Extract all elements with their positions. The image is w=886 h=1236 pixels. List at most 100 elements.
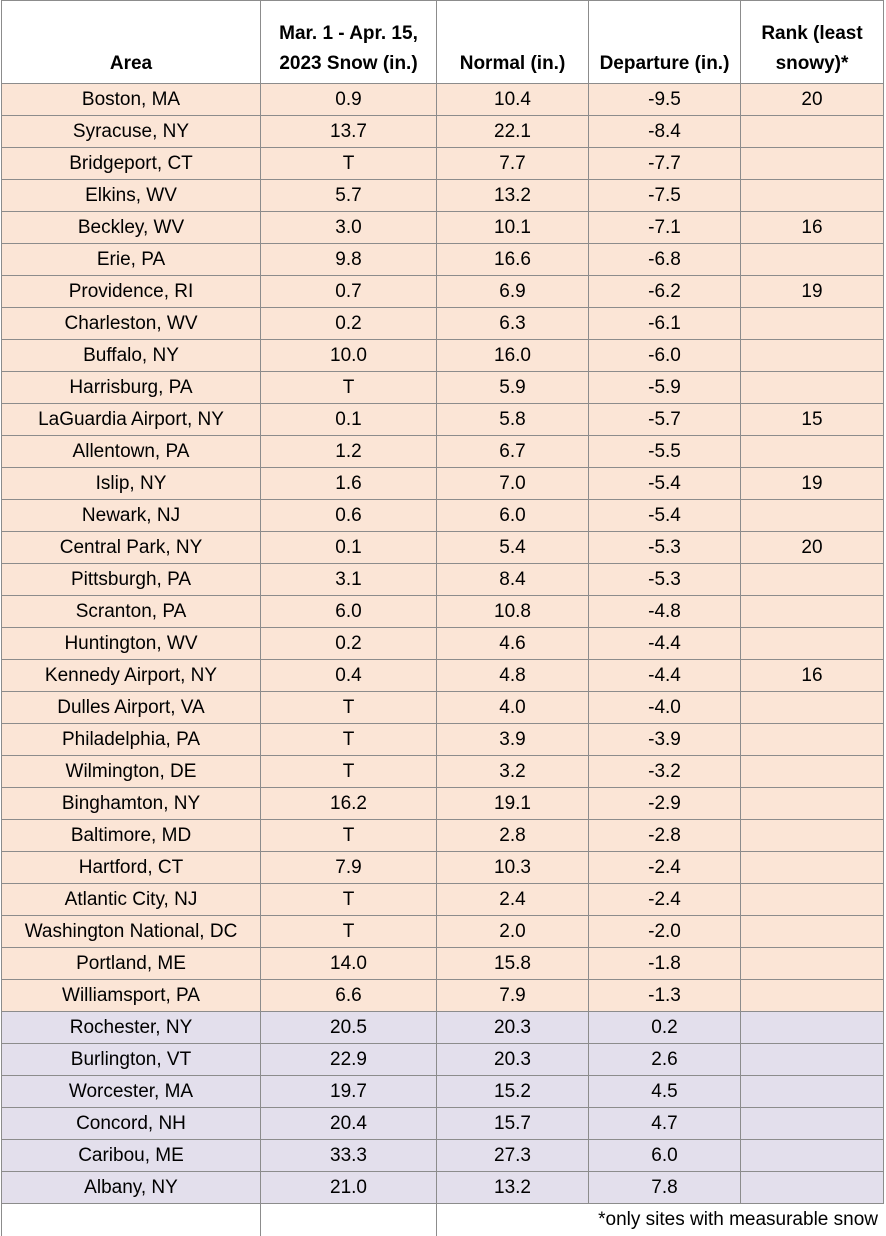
- table-cell: 6.9: [437, 276, 589, 308]
- table-cell: Wilmington, DE: [2, 756, 261, 788]
- table-cell: Concord, NH: [2, 1108, 261, 1140]
- area-name: Atlantic City, NJ: [64, 888, 198, 910]
- table-cell: -2.0: [589, 916, 741, 948]
- area-name: Newark, NJ: [81, 504, 181, 526]
- table-cell: 15.8: [437, 948, 589, 980]
- table-cell: 13.2: [437, 1172, 589, 1204]
- cell-value: 16: [801, 664, 823, 686]
- table-cell: 27.3: [437, 1140, 589, 1172]
- table-cell: Burlington, VT: [2, 1044, 261, 1076]
- cell-value: 3.9: [499, 728, 526, 750]
- cell-value: T: [342, 152, 355, 174]
- cell-value: -2.4: [648, 856, 681, 878]
- table-cell: 0.6: [261, 500, 437, 532]
- cell-value: -2.8: [648, 824, 681, 846]
- area-name: Providence, RI: [68, 280, 194, 302]
- table-cell: 8.4: [437, 564, 589, 596]
- table-cell: -4.4: [589, 660, 741, 692]
- sheet-edge: [0, 0, 2, 1236]
- table-cell: T: [261, 756, 437, 788]
- cell-value: 19: [801, 280, 823, 302]
- header-text: Rank (least: [761, 23, 863, 44]
- cell-value: 6.7: [499, 440, 526, 462]
- area-name: Harrisburg, PA: [69, 376, 193, 398]
- area-name: Hartford, CT: [78, 856, 184, 878]
- table-cell: 15.2: [437, 1076, 589, 1108]
- table-cell: 15.7: [437, 1108, 589, 1140]
- area-name: Allentown, PA: [72, 440, 190, 462]
- cell-value: 4.8: [499, 664, 526, 686]
- cell-value: 1.2: [335, 440, 362, 462]
- table-cell: 33.3: [261, 1140, 437, 1172]
- table-cell: Syracuse, NY: [2, 116, 261, 148]
- area-name: Elkins, WV: [85, 184, 177, 206]
- table-cell: 3.1: [261, 564, 437, 596]
- table-cell: -9.5: [589, 84, 741, 116]
- cell-value: -6.0: [648, 344, 681, 366]
- table-cell: 13.7: [261, 116, 437, 148]
- cell-value: 4.0: [499, 696, 526, 718]
- table-cell: [741, 436, 884, 468]
- cell-value: -5.4: [648, 472, 681, 494]
- cell-value: 20: [801, 536, 823, 558]
- table-cell: -2.4: [589, 852, 741, 884]
- table-cell: 0.2: [589, 1012, 741, 1044]
- cell-value: 19: [801, 472, 823, 494]
- cell-value: 10.1: [494, 216, 531, 238]
- cell-value: -1.8: [648, 952, 681, 974]
- table-cell: -4.0: [589, 692, 741, 724]
- table-cell: Washington National, DC: [2, 916, 261, 948]
- table-cell: 6.0: [437, 500, 589, 532]
- table-cell: 15: [741, 404, 884, 436]
- table-cell: 19.7: [261, 1076, 437, 1108]
- table-cell: 16: [741, 212, 884, 244]
- area-name: LaGuardia Airport, NY: [38, 408, 224, 430]
- cell-value: -5.7: [648, 408, 681, 430]
- cell-value: -5.5: [648, 440, 681, 462]
- table-cell: 7.9: [437, 980, 589, 1012]
- cell-value: 8.4: [499, 568, 526, 590]
- cell-value: 7.9: [335, 856, 362, 878]
- cell-value: -6.2: [648, 280, 681, 302]
- table-cell: 16: [741, 660, 884, 692]
- table-cell: Albany, NY: [2, 1172, 261, 1204]
- table-cell: 7.0: [437, 468, 589, 500]
- area-name: Williamsport, PA: [62, 984, 200, 1006]
- table-cell: Beckley, WV: [2, 212, 261, 244]
- area-name: Rochester, NY: [69, 1016, 193, 1038]
- cell-value: -2.0: [648, 920, 681, 942]
- table-cell: 6.3: [437, 308, 589, 340]
- table-cell: -6.2: [589, 276, 741, 308]
- table-cell: Kennedy Airport, NY: [2, 660, 261, 692]
- cell-value: T: [342, 696, 355, 718]
- table-cell: [741, 628, 884, 660]
- area-name: Huntington, WV: [64, 632, 198, 654]
- table-cell: Bridgeport, CT: [2, 148, 261, 180]
- table-cell: Scranton, PA: [2, 596, 261, 628]
- cell-value: 20.3: [494, 1016, 531, 1038]
- cell-value: -1.3: [648, 984, 681, 1006]
- table-cell: 7.8: [589, 1172, 741, 1204]
- table-cell: 4.6: [437, 628, 589, 660]
- cell-value: 4.6: [499, 632, 526, 654]
- area-name: Central Park, NY: [59, 536, 203, 558]
- area-name: Baltimore, MD: [70, 824, 192, 846]
- cell-value: 3.0: [335, 216, 362, 238]
- header-text: snowy)*: [775, 53, 849, 74]
- cell-value: 0.2: [651, 1016, 678, 1038]
- cell-value: 0.7: [335, 280, 362, 302]
- cell-value: 6.0: [651, 1144, 678, 1166]
- cell-value: 7.8: [651, 1176, 678, 1198]
- table-cell: 16.0: [437, 340, 589, 372]
- cell-value: 16: [801, 216, 823, 238]
- table-cell: 6.0: [261, 596, 437, 628]
- table-cell: 2.8: [437, 820, 589, 852]
- cell-value: 6.0: [335, 600, 362, 622]
- cell-value: 5.9: [499, 376, 526, 398]
- table-cell: Islip, NY: [2, 468, 261, 500]
- cell-value: -5.3: [648, 536, 681, 558]
- cell-value: -4.0: [648, 696, 681, 718]
- table-cell: Central Park, NY: [2, 532, 261, 564]
- table-cell: 2.0: [437, 916, 589, 948]
- table-cell: -3.2: [589, 756, 741, 788]
